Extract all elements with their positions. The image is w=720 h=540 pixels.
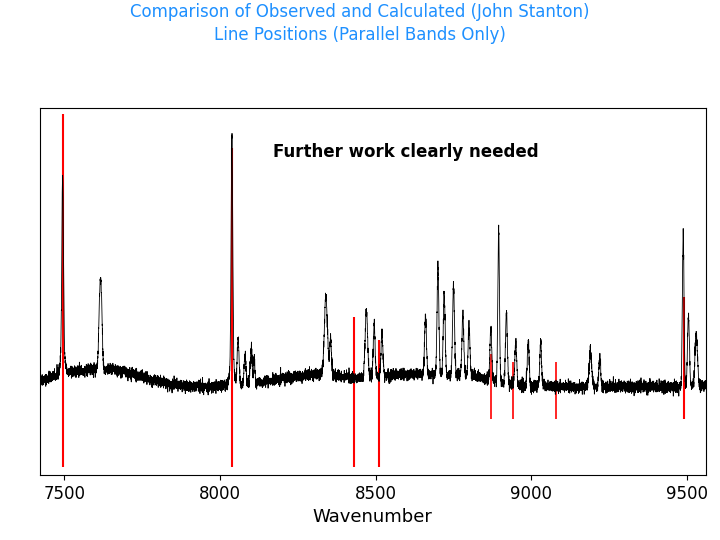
Text: Comparison of Observed and Calculated (John Stanton)
Line Positions (Parallel Ba: Comparison of Observed and Calculated (J… — [130, 3, 590, 44]
Text: Further work clearly needed: Further work clearly needed — [273, 143, 539, 161]
X-axis label: Wavenumber: Wavenumber — [312, 509, 433, 526]
